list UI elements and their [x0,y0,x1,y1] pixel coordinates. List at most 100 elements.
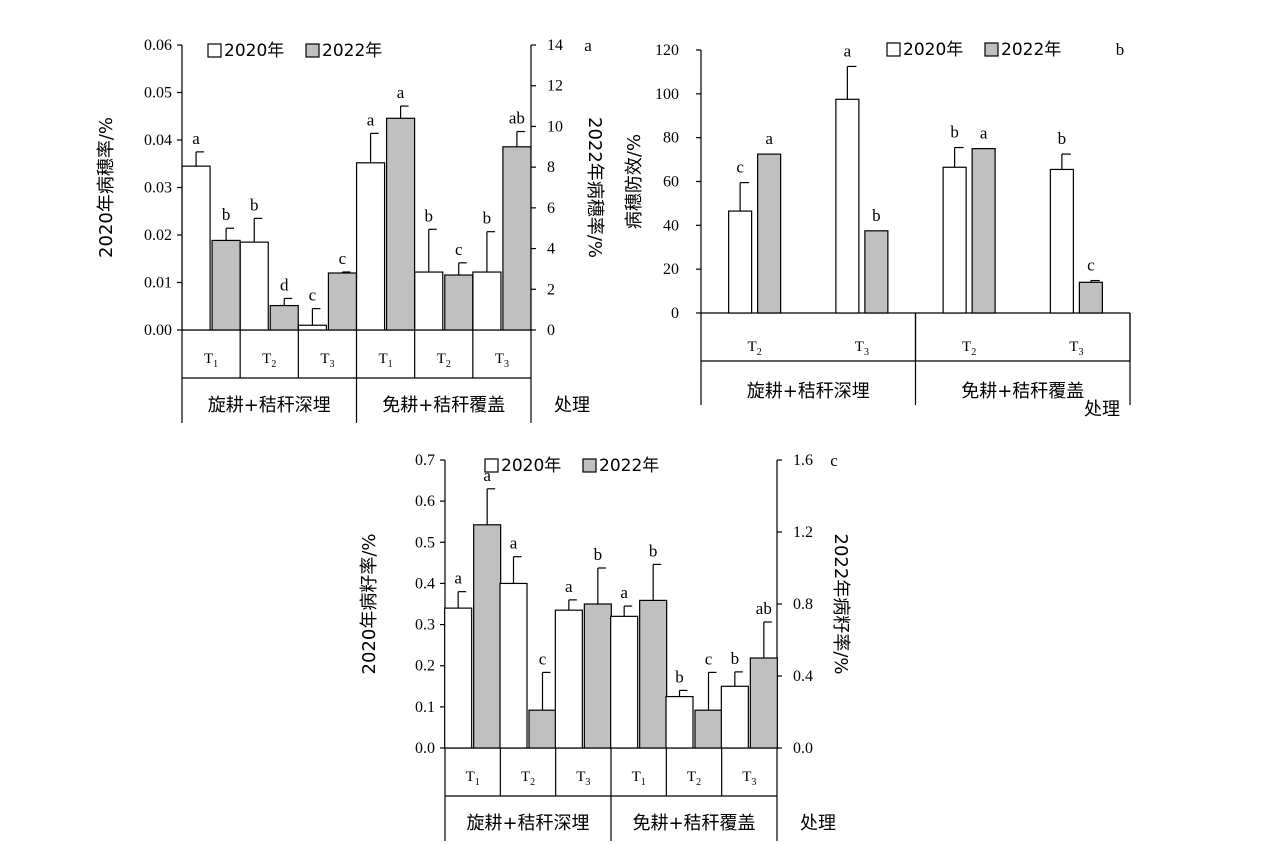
bar-2020 [297,324,328,331]
panel-label: a [584,36,592,55]
right-tick-label: 6 [547,200,555,217]
category-label: T3 [855,339,869,358]
significance-letter: c [455,240,463,259]
left-tick-label: 0.03 [144,180,172,197]
x-axis-title: 处理 [554,395,590,416]
significance-letter: a [454,569,462,588]
chart-panel-c: 0.0 0.1 0.2 0.3 0.4 0.5 0.6 0.7 0.0 0.4 0.8 1.2 1.6 a… [359,451,851,841]
bar-2022 [444,274,474,331]
significance-letter: b [731,649,740,668]
left-tick-label: 0.02 [144,227,172,244]
left-tick-label: 0.2 [415,658,435,675]
category-label: T2 [262,351,276,370]
y-tick-label: 0 [671,305,679,322]
bar-2020 [414,271,444,331]
bar-2022 [971,148,996,314]
y-tick-label: 100 [655,86,679,103]
left-tick-label: 0.6 [415,493,435,510]
bar-2022 [473,524,502,749]
category-label: T3 [495,351,509,370]
x-axis-title: 处理 [1084,399,1120,420]
bar-2022 [639,599,668,749]
left-tick-label: 0.1 [415,699,435,716]
significance-letter: b [222,205,231,224]
bar-2022 [269,304,299,331]
legend-label: 2022年 [1001,40,1061,60]
category-label: T2 [437,351,451,370]
significance-letter: b [425,206,434,225]
group-label: 免耕+秸秆覆盖 [632,813,755,834]
legend-label: 2022年 [322,41,382,61]
significance-letter: c [309,286,317,305]
right-tick-label: 0.0 [793,740,813,757]
legend-swatch [984,42,999,57]
significance-letter: b [675,667,684,686]
y-tick-label: 80 [663,130,679,147]
right-tick-label: 8 [547,159,555,176]
significance-letter: c [705,649,713,668]
y-axis-title: 病穗防效/% [624,134,645,229]
significance-letter: c [339,249,347,268]
legend-label: 2020年 [501,456,561,476]
significance-letter: b [649,541,658,560]
panel-label: b [1116,40,1125,59]
chart-panel-a: 0.00 0.01 0.02 0.03 0.04 0.05 0.06 0 2 4 6 8 10 12 14 a… [96,36,605,423]
category-label: T3 [576,769,590,788]
left-tick-label: 0.0 [415,740,435,757]
right-axis-title: 2022年病穗率/% [584,117,605,258]
bar-2020 [239,241,269,331]
category-label: T2 [748,339,762,358]
y-tick-label: 40 [663,217,679,234]
y-tick-label: 60 [663,174,679,191]
left-tick-label: 0.3 [415,617,435,634]
group-label: 旋耕+秸秆深埋 [747,381,870,402]
bar-2020 [444,607,473,749]
left-axis-title: 2020年病穗率/% [96,117,117,258]
bar-2020 [181,165,211,331]
significance-letter: b [594,545,603,564]
left-tick-label: 0.04 [144,132,172,149]
category-label: T1 [632,769,646,788]
bar-2020 [835,98,860,314]
group-label: 旋耕+秸秆深埋 [208,395,331,416]
panel-label: c [830,451,838,470]
bar-2020 [1049,168,1074,314]
legend-swatch [886,42,901,57]
right-tick-label: 10 [547,118,563,135]
significance-letter: a [367,110,375,129]
group-label: 旋耕+秸秆深埋 [466,813,589,834]
significance-letter: b [872,206,881,225]
bar-2020 [499,582,528,749]
significance-letter: b [250,195,259,214]
significance-letter: c [736,158,744,177]
right-tick-label: 14 [547,37,563,54]
bar-2022 [502,146,532,331]
significance-letter: ab [509,109,525,128]
category-label: T3 [742,769,756,788]
left-tick-label: 0.7 [415,452,435,469]
significance-letter: c [539,649,547,668]
legend-swatch [305,43,320,58]
legend-label: 2020年 [224,41,284,61]
significance-letter: b [483,209,492,228]
bar-2022 [864,230,889,314]
bar-2020 [720,685,749,749]
group-label: 免耕+秸秆覆盖 [961,381,1084,402]
bar-2020 [472,271,502,331]
bar-2022 [528,709,557,749]
legend-swatch [484,458,499,473]
significance-letter: b [1058,129,1067,148]
category-label: T2 [962,339,976,358]
x-axis-title: 处理 [800,813,836,834]
category-label: T2 [687,769,701,788]
bar-2020 [942,166,967,314]
significance-letter: a [510,534,518,553]
y-tick-label: 20 [663,261,679,278]
right-tick-label: 0.4 [793,668,813,685]
bar-2022 [757,153,782,314]
legend-swatch [207,43,222,58]
right-tick-label: 0 [547,322,555,339]
significance-letter: d [280,275,289,294]
significance-letter: a [844,41,852,60]
